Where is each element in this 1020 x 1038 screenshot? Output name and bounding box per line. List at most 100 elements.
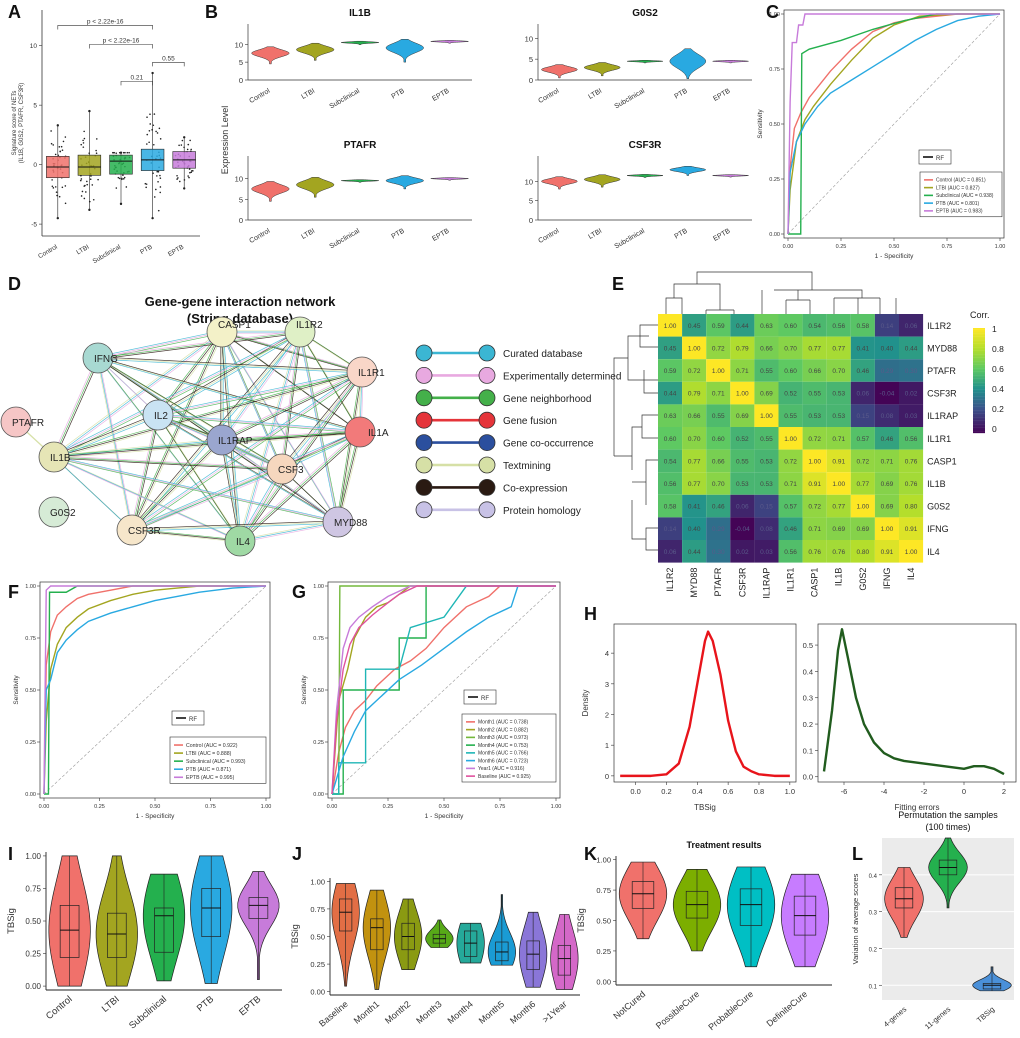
g-roc-line — [331, 585, 556, 795]
e-heatmap-cell — [682, 404, 707, 427]
f-legend-box — [169, 736, 267, 784]
d-edge — [55, 457, 284, 471]
f-x-tick-label: 0.25 — [94, 804, 105, 810]
d-edge — [223, 372, 364, 442]
e-cell-label: 1.00 — [784, 436, 797, 443]
d-edge — [52, 330, 299, 457]
e-heatmap-cell — [802, 381, 827, 405]
e-heatmap-cell — [874, 314, 899, 337]
e-cell-label: 0.14 — [664, 526, 677, 533]
c-x-tick-label: 0.50 — [889, 244, 900, 250]
h2-y-tick-label: 0.2 — [803, 720, 813, 729]
d-node-label: IL2 — [154, 411, 168, 422]
j-x-tick-label: Month1 — [352, 999, 381, 1026]
g-roc-line — [331, 585, 556, 795]
a-outlier — [151, 216, 154, 220]
g-y-tick-label: 0.25 — [313, 740, 324, 746]
f-y-tick-label: 0.50 — [25, 688, 36, 694]
e-colorbar-segment — [973, 401, 985, 404]
d-edge — [223, 332, 364, 374]
e-colorbar-segment — [973, 384, 985, 386]
c-legend-label: Control (AUC = 0.851) — [936, 178, 986, 184]
h2-x-tick-label: 0 — [962, 787, 966, 796]
e-cell-label: 0.58 — [664, 504, 677, 511]
a-point — [176, 174, 178, 177]
a-point — [95, 138, 98, 140]
e-heatmap-cell — [850, 540, 875, 563]
e-heatmap-cell — [826, 404, 851, 427]
b-x-tick-label: LTBI — [587, 88, 603, 101]
a-point — [180, 144, 183, 146]
b-subplot-title: G0S2 — [632, 8, 658, 19]
a-point — [122, 174, 124, 176]
g-roc-line — [332, 585, 556, 795]
e-cell-label: 0.70 — [832, 368, 845, 375]
a-x-tick-label: Subclinical — [92, 243, 123, 265]
k-y-tick-label: 1.00 — [596, 856, 611, 865]
e-colorbar-segment — [973, 347, 985, 350]
a-point — [118, 177, 121, 180]
d-node-il1r2 — [284, 316, 316, 348]
a-point — [58, 146, 61, 148]
e-heatmap-cell — [658, 359, 683, 382]
e-heatmap-cell — [706, 314, 731, 337]
d-edge — [221, 371, 363, 441]
d-legend-node — [415, 389, 433, 407]
e-cell-label: 0.66 — [760, 345, 773, 352]
e-cell-label: 0.76 — [905, 458, 918, 465]
j-box — [557, 944, 571, 976]
e-heatmap-cell — [826, 381, 851, 405]
e-heatmap-cell — [730, 427, 755, 450]
g-legend-label: Month2 (AUC = 0.882) — [478, 727, 528, 733]
f-x-tick-label: 0.50 — [150, 804, 161, 810]
e-cell-label: 0.29 — [881, 368, 894, 375]
b-violin — [583, 174, 621, 188]
i-x-tick-label: Subclinical — [127, 994, 169, 1032]
a-point — [126, 151, 129, 154]
i-x-tick-label: PTB — [195, 994, 216, 1014]
d-edge — [222, 441, 242, 543]
e-row-dendrogram — [627, 335, 658, 381]
e-heatmap-cell — [874, 494, 899, 518]
d-node-label: IL1R1 — [358, 368, 385, 379]
a-outlier — [88, 109, 91, 113]
e-colorbar-segment — [973, 419, 985, 421]
e-col-label: G0S2 — [858, 568, 868, 591]
e-heatmap-cell — [778, 449, 803, 473]
e-row-dendrogram — [645, 459, 658, 505]
j-x-tick-label: Baseline — [317, 999, 350, 1029]
d-edge — [53, 331, 223, 458]
h1-y-tick-label: 2 — [605, 711, 609, 720]
e-heatmap-cell — [874, 449, 899, 473]
e-heatmap-cell — [899, 517, 924, 540]
e-heatmap-cell — [706, 336, 731, 360]
e-cell-label: 0.30 — [712, 549, 725, 556]
e-heatmap-cell — [658, 336, 683, 360]
b-y-tick-label: 5 — [239, 58, 243, 67]
d-edge — [133, 469, 284, 532]
b-x-tick-label: Control — [248, 227, 271, 245]
e-heatmap-cell — [874, 427, 899, 450]
c-legend-label: EPTB (AUC = 0.983) — [936, 209, 983, 215]
e-colorbar-segment — [973, 359, 985, 362]
a-point — [178, 144, 180, 147]
a-point — [146, 133, 149, 136]
d-edge — [99, 358, 284, 471]
e-colorbar-segment — [973, 363, 985, 365]
a-point — [80, 195, 83, 197]
l-y-label: Variation of average scores — [851, 873, 860, 964]
d-edge — [53, 371, 363, 458]
panel-label-B: B — [205, 2, 218, 22]
e-cell-label: 0.55 — [760, 436, 773, 443]
d-legend-label: Gene neighborhood — [503, 394, 591, 405]
e-cell-label: 1.00 — [664, 323, 677, 330]
i-y-tick-label: 0.00 — [25, 982, 41, 991]
a-point — [86, 183, 89, 186]
e-cell-label: 0.71 — [832, 436, 845, 443]
e-heatmap-cell — [682, 359, 707, 382]
e-heatmap-cell — [658, 517, 683, 540]
d-edge — [52, 413, 157, 457]
e-cell-label: 0.58 — [857, 323, 870, 330]
e-heatmap-cell — [730, 540, 755, 563]
a-point — [155, 130, 157, 133]
